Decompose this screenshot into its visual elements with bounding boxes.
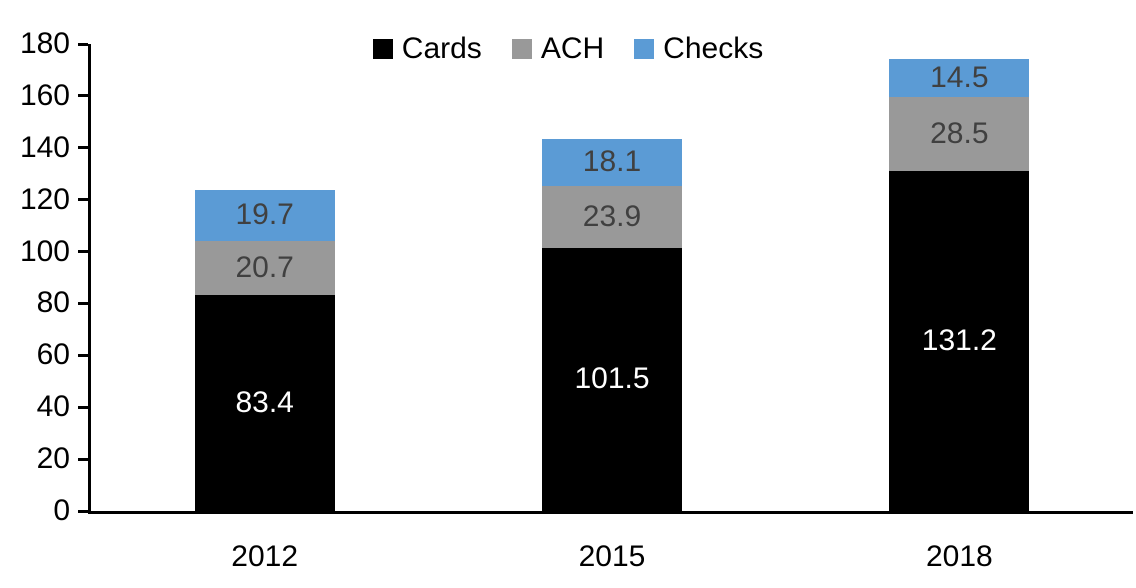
bar-segment-ach-2018: 28.5 — [889, 96, 1030, 171]
legend-swatch-icon — [372, 39, 393, 59]
bar-segment-cards-2018: 131.2 — [889, 170, 1030, 511]
chart-legend: Cards ACH Checks — [0, 32, 1136, 66]
bar-value-label: 131.2 — [921, 323, 997, 357]
legend-item-cards: Cards — [372, 32, 482, 66]
y-tick-label: 180 — [19, 27, 70, 60]
bar-value-label: 18.1 — [582, 145, 642, 179]
plot-area: 83.4 20.7 19.7 101.5 23.9 18.1 131.2 28.5 14.5 — [78, 42, 1133, 514]
y-tick-label: 20 — [36, 442, 70, 476]
bar-segment-ach-2015: 23.9 — [542, 185, 682, 248]
legend-label: ACH — [540, 32, 605, 65]
x-axis-labels: 2012 2015 2018 — [91, 540, 1133, 580]
y-axis-tick — [78, 42, 88, 46]
bar-segment-cards-2015: 101.5 — [542, 247, 682, 511]
y-tick-label: 40 — [36, 390, 70, 424]
bar-value-label: 20.7 — [235, 250, 294, 284]
y-axis-tick — [78, 353, 88, 357]
y-tick-label: 100 — [19, 234, 70, 268]
bar-segment-checks-2012: 19.7 — [194, 189, 335, 241]
y-tick-label: 80 — [36, 286, 70, 320]
x-tick-label-2015: 2015 — [578, 540, 646, 573]
bar-value-label: 23.9 — [582, 199, 642, 233]
bar-2018: 131.2 28.5 14.5 — [889, 59, 1030, 511]
legend-swatch-icon — [634, 39, 655, 59]
bar-value-label: 19.7 — [235, 198, 294, 232]
bar-value-label: 14.5 — [930, 60, 989, 94]
legend-swatch-icon — [511, 39, 532, 59]
legend-label: Checks — [663, 32, 764, 65]
bar-segment-cards-2012: 83.4 — [194, 294, 335, 511]
bar-segment-checks-2018: 14.5 — [889, 59, 1030, 97]
bar-value-label: 83.4 — [235, 385, 294, 419]
y-tick-label: 60 — [36, 338, 70, 372]
legend-label: Cards — [401, 32, 482, 65]
y-axis-tick — [78, 146, 88, 150]
y-axis-tick — [78, 250, 88, 254]
bar-value-label: 28.5 — [930, 116, 989, 150]
y-tick-label: 160 — [19, 78, 70, 112]
y-tick-label: 0 — [53, 494, 70, 527]
bar-2015: 101.5 23.9 18.1 — [542, 138, 682, 511]
bar-segment-checks-2015: 18.1 — [542, 138, 682, 186]
bar-segment-ach-2012: 20.7 — [194, 240, 335, 295]
x-tick-label-2012: 2012 — [231, 540, 299, 573]
y-axis-tick — [78, 301, 88, 305]
y-axis-tick — [78, 198, 88, 202]
legend-item-ach: ACH — [511, 32, 605, 66]
y-axis-tick — [78, 405, 88, 409]
y-axis-labels: 0 20 40 60 80 100 120 140 160 180 — [0, 27, 70, 527]
y-axis-tick — [78, 509, 88, 513]
y-tick-label: 120 — [19, 182, 70, 216]
y-axis-tick — [78, 94, 88, 98]
y-axis-tick — [78, 457, 88, 461]
bar-2012: 83.4 20.7 19.7 — [194, 189, 335, 511]
x-tick-label-2018: 2018 — [925, 540, 993, 573]
legend-item-checks: Checks — [634, 32, 763, 66]
y-tick-label: 140 — [19, 130, 70, 164]
bar-value-label: 101.5 — [574, 362, 650, 396]
